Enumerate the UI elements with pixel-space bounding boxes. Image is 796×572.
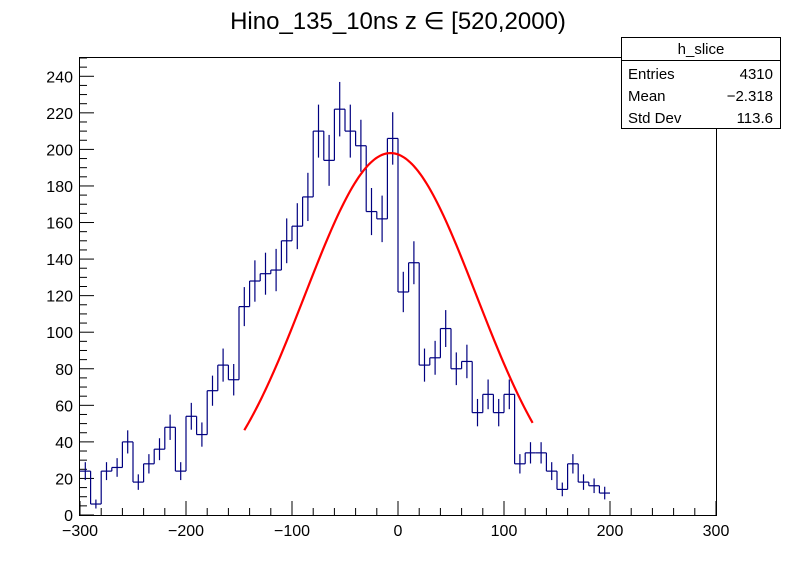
y-axis: 0 20 40 60 80 100 120 140 160 180 200 220 240: [46, 57, 94, 525]
y-tick-label: 80: [55, 362, 73, 379]
x-tick-label: 300: [703, 523, 730, 540]
stats-entries-label: Entries: [628, 66, 675, 83]
y-tick-label: 40: [55, 435, 73, 452]
y-tick-label: 0: [64, 508, 73, 525]
y-tick-label: 60: [55, 398, 73, 415]
chart-title: Hino_135_10ns z ∈ [520,2000): [230, 8, 566, 35]
x-tick-label: −300: [62, 523, 98, 540]
error-bars: [84, 81, 606, 509]
x-tick-label: −100: [274, 523, 310, 540]
fit-curve: [243, 151, 534, 431]
stats-mean-value: −2.318: [727, 88, 773, 105]
x-axis: −300 −200 −100 0 100 200 300: [62, 501, 729, 540]
x-tick-label: 200: [597, 523, 624, 540]
y-tick-label: 180: [46, 179, 73, 196]
histogram-bins: [80, 108, 610, 505]
y-tick-label: 100: [46, 325, 73, 342]
y-tick-label: 120: [46, 289, 73, 306]
stats-box-title: h_slice: [678, 41, 725, 58]
stats-box-frame: [621, 37, 781, 129]
stats-entries-value: 4310: [740, 66, 773, 83]
stats-stddev-value: 113.6: [737, 110, 773, 127]
x-tick-label: −200: [168, 523, 204, 540]
y-tick-label: 220: [46, 106, 73, 123]
stats-stddev-label: Std Dev: [628, 110, 682, 127]
stats-mean-label: Mean: [628, 88, 666, 105]
plot-frame: [79, 57, 717, 516]
y-tick-label: 20: [55, 471, 73, 488]
x-tick-label: 0: [394, 523, 403, 540]
y-tick-label: 160: [46, 216, 73, 233]
y-tick-label: 140: [46, 252, 73, 269]
stats-box: h_slice Entries 4310 Mean −2.318 Std Dev…: [621, 37, 781, 129]
x-tick-label: 100: [491, 523, 518, 540]
gaussian-fit: [243, 151, 534, 431]
y-tick-label: 200: [46, 142, 73, 159]
y-tick-label: 240: [46, 69, 73, 86]
